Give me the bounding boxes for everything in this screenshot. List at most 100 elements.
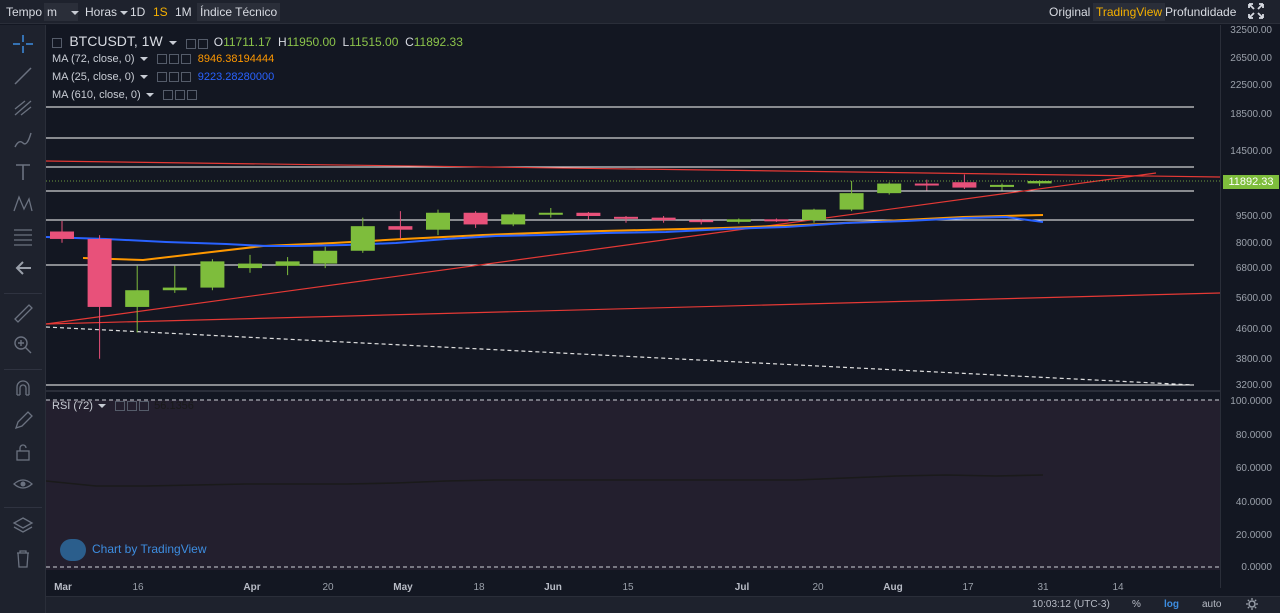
trend-line-dashed[interactable] [46,326,1195,386]
pitchfork-icon[interactable] [11,97,35,119]
ma-25-line[interactable] [46,215,1044,247]
interval-1d-button[interactable]: 1D [130,5,146,19]
candle-up[interactable] [426,212,450,230]
current-price-label: 11892.33 [1223,175,1279,189]
clock-readout: 10:03:12 (UTC-3) [1032,599,1110,610]
candle-up[interactable] [350,226,375,251]
candle-up[interactable] [313,250,338,264]
candle-down[interactable] [914,183,939,186]
zoom-icon[interactable] [11,333,35,355]
percent-scale-button[interactable]: % [1132,599,1141,610]
candle-down[interactable] [689,220,714,223]
trash-icon[interactable] [11,547,35,569]
candle-down[interactable] [388,226,413,230]
layers-icon[interactable] [11,515,35,537]
back-arrow-icon[interactable] [11,257,35,279]
trend-line-icon[interactable] [11,65,35,87]
symbol-buttons[interactable] [186,36,210,50]
trend-line-upper[interactable] [46,160,1220,178]
symbol-title[interactable]: BTCUSDT, 1W [69,33,163,49]
original-view-button[interactable]: Original [1049,5,1091,19]
time-tick: 20 [812,582,824,593]
fib-retracement-icon[interactable] [11,225,35,247]
interval-1s-button[interactable]: 1S [153,5,168,19]
ma72-legend[interactable]: MA (72, close, 0) 8946.38194444 [52,53,275,65]
candle-up[interactable] [501,214,526,225]
candle-up[interactable] [839,193,864,210]
candle-down[interactable] [50,231,74,239]
horizontal-levels[interactable] [46,106,1194,386]
pattern-icon[interactable] [11,193,35,215]
text-tool-icon[interactable] [11,161,35,183]
price-tick: 8000.00 [1235,238,1272,249]
ruler-icon[interactable] [11,301,35,323]
candle-down[interactable] [651,217,676,221]
eye-icon[interactable] [11,473,35,495]
rsi-legend[interactable]: RSI (72) 56.1356 [52,400,194,412]
price-tick: 26500.00 [1230,53,1272,64]
rsi-tick: 100.0000 [1230,396,1272,407]
magnet-icon[interactable] [11,377,35,399]
time-axis[interactable]: Mar 16 Apr 20 May 18 Jun 15 Jul 20 Aug 1… [46,578,1220,596]
candle-down[interactable] [463,212,488,225]
ma25-legend[interactable]: MA (25, close, 0) 9223.28280000 [52,71,275,83]
rsi-tick: 60.0000 [1235,463,1272,474]
time-tick: Jul [734,582,750,593]
candle-up[interactable] [538,212,563,215]
candle-up[interactable] [877,183,902,194]
price-axis[interactable]: 32500.00 26500.00 22500.00 18500.00 1450… [1220,25,1280,588]
fullscreen-icon[interactable] [1244,2,1268,20]
candle-up[interactable] [162,287,187,291]
chart-area[interactable]: BTCUSDT, 1W O11711.17 H11950.00 L11515.0… [46,25,1220,588]
candle-up[interactable] [275,261,300,266]
time-tick: 14 [1112,582,1124,593]
time-tick: 16 [132,582,144,593]
crosshair-icon[interactable] [11,33,35,55]
candle-up[interactable] [726,219,751,222]
interval-select[interactable]: m [44,3,79,21]
symbol-legend: BTCUSDT, 1W O11711.17 H11950.00 L11515.0… [52,33,463,50]
top-toolbar: Tempo m Horas 1D 1S 1M Índice Técnico Or… [0,0,1280,24]
candle-down[interactable] [952,182,977,188]
rsi-tick: 40.0000 [1235,497,1272,508]
auto-scale-button[interactable]: auto [1202,599,1222,610]
price-chart[interactable] [46,25,1220,588]
horas-dropdown[interactable]: Horas [82,3,131,21]
settings-gear-icon[interactable] [1245,597,1259,613]
tradingview-watermark[interactable]: Chart by TradingView [60,537,207,561]
tradingview-view-button[interactable]: TradingView [1093,3,1166,21]
drawing-toolbar [0,25,46,613]
candle-up[interactable] [200,261,225,288]
lock-icon[interactable] [11,441,35,463]
time-tick: Jun [544,582,562,593]
candle-up[interactable] [990,184,1014,187]
candle-up[interactable] [125,290,150,307]
candle-up[interactable] [238,263,262,269]
candle-up[interactable] [802,209,826,221]
candle-down[interactable] [764,219,789,222]
candle-up[interactable] [1027,181,1052,184]
candle-down[interactable] [614,216,638,219]
candlestick-series[interactable] [50,174,1052,359]
profundidade-view-button[interactable]: Profundidade [1165,5,1237,19]
chevron-down-icon[interactable] [169,40,178,45]
price-tick: 32500.00 [1230,25,1272,36]
trend-line-rising[interactable] [46,172,1157,325]
rsi-pane [46,400,1220,570]
time-tick: May [393,582,413,593]
draw-mode-icon[interactable] [11,409,35,431]
log-scale-button[interactable]: log [1164,599,1179,610]
rsi-line[interactable] [46,474,1044,487]
collapse-icon[interactable] [52,37,62,48]
ma610-legend[interactable]: MA (610, close, 0) [52,89,199,101]
trend-line-lower[interactable] [46,292,1220,325]
interval-1m-button[interactable]: 1M [175,5,192,19]
brush-icon[interactable] [11,129,35,151]
horas-label: Horas [85,5,118,19]
ohlc-values: O11711.17 H11950.00 L11515.00 C11892.33 [213,35,463,49]
candle-down[interactable] [576,212,601,216]
time-tick: Mar [54,582,72,593]
rsi-tick: 20.0000 [1235,530,1272,541]
candle-down[interactable] [87,238,112,307]
indice-tecnico-button[interactable]: Índice Técnico [197,3,281,21]
